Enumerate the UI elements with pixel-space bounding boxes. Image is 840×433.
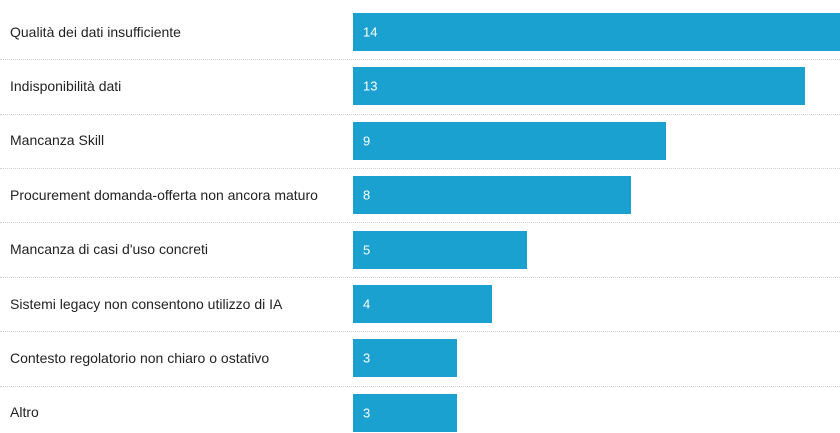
category-label: Contesto regolatorio non chiaro o ostati… bbox=[10, 349, 270, 366]
bar: 5 bbox=[353, 230, 527, 269]
category-label: Altro bbox=[10, 404, 39, 421]
row-separator bbox=[0, 114, 840, 115]
row-separator bbox=[0, 59, 840, 60]
row-separator bbox=[0, 168, 840, 169]
row-separator bbox=[0, 222, 840, 223]
bar-value-label: 4 bbox=[363, 296, 371, 312]
row-separator bbox=[0, 277, 840, 278]
bar-value-label: 9 bbox=[363, 133, 371, 149]
row-separator bbox=[0, 386, 840, 387]
bar-value-label: 13 bbox=[363, 78, 378, 94]
bar: 13 bbox=[353, 67, 806, 106]
bar: 3 bbox=[353, 339, 458, 378]
bar-value-label: 14 bbox=[363, 24, 378, 40]
bar-value-label: 3 bbox=[363, 350, 371, 366]
bar: 4 bbox=[353, 285, 493, 323]
bar-value-label: 8 bbox=[363, 187, 371, 203]
bar: 3 bbox=[353, 393, 458, 432]
category-label: Indisponibilità dati bbox=[10, 77, 122, 94]
category-label: Qualità dei dati insufficiente bbox=[10, 23, 181, 40]
category-label: Procurement domanda-offerta non ancora m… bbox=[10, 186, 318, 203]
bar-value-label: 3 bbox=[363, 405, 371, 421]
bar-value-label: 5 bbox=[363, 242, 371, 258]
category-label: Mancanza di casi d'uso concreti bbox=[10, 241, 208, 258]
category-label: Mancanza Skill bbox=[10, 132, 105, 149]
bar: 8 bbox=[353, 176, 632, 215]
bar: 9 bbox=[353, 121, 667, 160]
bar: 14 bbox=[353, 13, 840, 51]
category-label: Sistemi legacy non consentono utilizzo d… bbox=[10, 295, 283, 312]
row-separator bbox=[0, 331, 840, 332]
